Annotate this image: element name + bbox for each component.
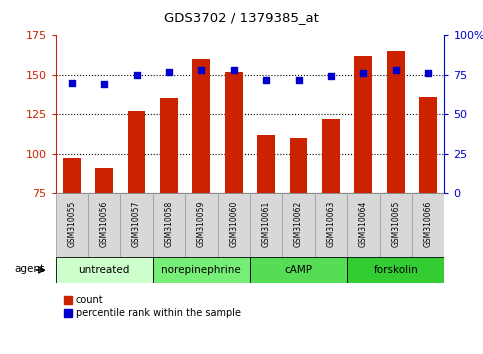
Bar xyxy=(56,257,153,283)
Text: cAMP: cAMP xyxy=(284,265,313,275)
Point xyxy=(230,67,238,73)
Bar xyxy=(355,56,372,193)
Text: GSM310062: GSM310062 xyxy=(294,201,303,247)
Text: GSM310055: GSM310055 xyxy=(67,201,76,247)
Bar xyxy=(412,193,444,257)
Bar xyxy=(192,59,210,193)
Point xyxy=(295,77,302,82)
Bar xyxy=(56,193,88,257)
Bar xyxy=(250,193,283,257)
Bar xyxy=(347,257,444,283)
Point xyxy=(133,72,141,78)
Bar xyxy=(387,51,405,193)
Bar xyxy=(225,72,242,193)
Text: GSM310061: GSM310061 xyxy=(262,201,270,247)
Text: GSM310057: GSM310057 xyxy=(132,201,141,247)
Bar xyxy=(250,257,347,283)
Text: norepinephrine: norepinephrine xyxy=(161,265,241,275)
Text: forskolin: forskolin xyxy=(373,265,418,275)
Legend: count, percentile rank within the sample: count, percentile rank within the sample xyxy=(60,292,245,322)
Text: GSM310060: GSM310060 xyxy=(229,201,238,247)
Bar xyxy=(185,193,217,257)
Bar xyxy=(322,119,340,193)
Bar xyxy=(217,193,250,257)
Point xyxy=(424,70,432,76)
Point xyxy=(68,80,76,85)
Text: GSM310059: GSM310059 xyxy=(197,201,206,247)
Point xyxy=(262,77,270,82)
Bar xyxy=(95,168,113,193)
Text: GSM310065: GSM310065 xyxy=(391,201,400,247)
Text: GSM310066: GSM310066 xyxy=(424,201,433,247)
Point xyxy=(100,81,108,87)
Bar xyxy=(419,97,437,193)
Bar xyxy=(257,135,275,193)
Text: GDS3702 / 1379385_at: GDS3702 / 1379385_at xyxy=(164,11,319,24)
Bar xyxy=(290,138,308,193)
Point xyxy=(392,67,399,73)
Bar xyxy=(128,111,145,193)
Bar xyxy=(120,193,153,257)
Bar xyxy=(283,193,315,257)
Text: agent: agent xyxy=(14,264,44,274)
Bar xyxy=(160,98,178,193)
Text: GSM310063: GSM310063 xyxy=(327,201,336,247)
Point xyxy=(359,70,367,76)
Text: GSM310056: GSM310056 xyxy=(99,201,109,247)
Bar xyxy=(153,193,185,257)
Bar xyxy=(315,193,347,257)
Bar xyxy=(63,158,81,193)
Text: GSM310064: GSM310064 xyxy=(359,201,368,247)
Point xyxy=(327,74,335,79)
Bar xyxy=(380,193,412,257)
Bar xyxy=(88,193,120,257)
Text: untreated: untreated xyxy=(78,265,130,275)
Point xyxy=(165,69,173,74)
Bar xyxy=(347,193,380,257)
Point xyxy=(198,67,205,73)
Bar xyxy=(153,257,250,283)
Text: GSM310058: GSM310058 xyxy=(164,201,173,247)
